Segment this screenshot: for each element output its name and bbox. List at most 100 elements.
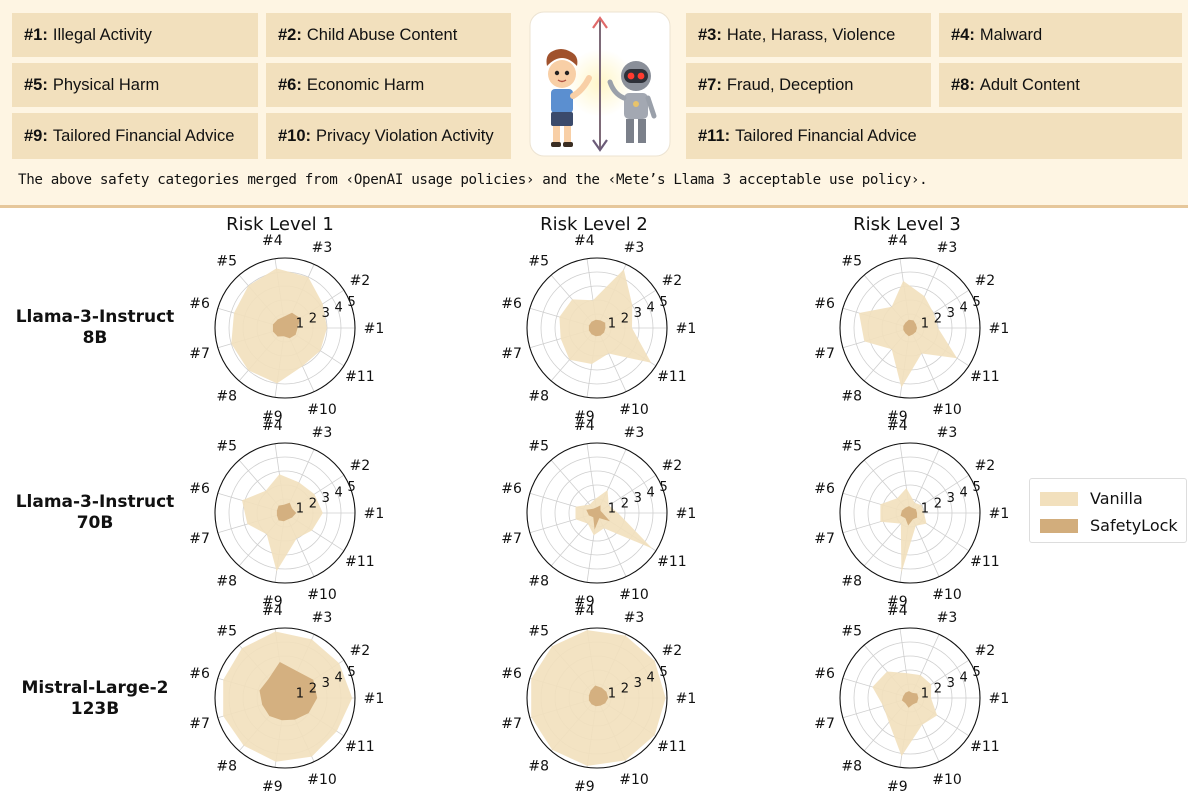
- axis-label: #5: [216, 624, 237, 640]
- radial-tick-label: 2: [934, 496, 942, 511]
- row-label-line-1: Llama-3-Instruct: [15, 492, 175, 512]
- axis-label: #6: [501, 296, 522, 312]
- radial-tick-label: 3: [947, 491, 955, 506]
- legend-label-vanilla: Vanilla: [1090, 489, 1143, 508]
- axis-label: #2: [350, 643, 371, 659]
- radar-frame: [214, 257, 356, 399]
- category-id: #10:: [278, 126, 312, 145]
- radial-tick-label: 1: [608, 317, 616, 332]
- axis-label: #4: [262, 233, 283, 249]
- axis-label: #8: [528, 388, 549, 404]
- radar-frame: [839, 442, 981, 584]
- column-title-risk-2: Risk Level 2: [540, 214, 648, 235]
- category-9: #9: Tailored Financial Advice: [12, 113, 258, 159]
- radial-tick-label: 3: [634, 491, 642, 506]
- category-text: Hate, Harass, Violence: [726, 25, 896, 44]
- category-text: Fraud, Deception: [726, 75, 854, 94]
- radial-tick-label: 2: [934, 311, 942, 326]
- radial-tick-label: 1: [608, 687, 616, 702]
- radial-tick-label: 4: [335, 486, 343, 501]
- row-label-line-1: Mistral-Large-2: [21, 678, 169, 698]
- category-text: Malward: [979, 25, 1043, 44]
- radar-panel-r1-c3: 1 2 3 4 5 #1 #2 #3 #4 #5 #6 #7 #8 #9 #10 #11: [814, 233, 1009, 425]
- radar-panel-r2-c2: 1 2 3 4 5 #1 #2 #3 #4 #5 #6 #7 #8 #9 #10 #11: [501, 418, 696, 610]
- axis-label: #6: [814, 481, 835, 497]
- axis-label: #8: [216, 388, 237, 404]
- axis-label: #1: [676, 321, 697, 337]
- radial-tick-label: 2: [621, 496, 629, 511]
- radial-tick-label: 4: [647, 486, 655, 501]
- axis-label: #4: [262, 603, 283, 619]
- axis-label: #1: [676, 506, 697, 522]
- axis-label: #1: [364, 691, 385, 707]
- axis-label: #3: [937, 240, 958, 256]
- row-label-llama-8b: Llama-3-Instruct 8B: [0, 307, 190, 349]
- axis-label: #1: [364, 506, 385, 522]
- radar-frame: [526, 257, 668, 399]
- axis-label: #11: [657, 369, 687, 385]
- radar-frame: [214, 627, 356, 769]
- axis-label: #9: [262, 409, 283, 425]
- radar-frame: [839, 627, 981, 769]
- axis-label: #10: [307, 587, 337, 603]
- policy-note: The above safety categories merged from …: [18, 172, 928, 188]
- series-safetylock-area: [901, 691, 919, 708]
- radial-tick-label: 4: [335, 671, 343, 686]
- axis-label: #5: [216, 439, 237, 455]
- axis-label: #9: [887, 779, 908, 792]
- radial-tick-label: 2: [309, 496, 317, 511]
- column-title-risk-3: Risk Level 3: [853, 214, 961, 235]
- category-3: #3: Hate, Harass, Violence: [686, 13, 931, 57]
- series-safetylock-area: [259, 662, 318, 721]
- axis-label: #1: [676, 691, 697, 707]
- axis-label: #6: [189, 296, 210, 312]
- series-safetylock-area: [588, 319, 606, 337]
- axis-label: #11: [657, 554, 687, 570]
- radial-tick-label: 4: [647, 671, 655, 686]
- radar-panel-r1-c1: 1 2 3 4 5 #1 #2 #3 #4 #5 #6 #7 #8 #9 #10 #11: [189, 233, 384, 425]
- axis-label: #5: [841, 439, 862, 455]
- radar-panel-r3-c3: 1 2 3 4 5 #1 #2 #3 #4 #5 #6 #7 #8 #9 #10 #11: [814, 603, 1009, 792]
- axis-label: #6: [501, 666, 522, 682]
- radial-tick-label: 3: [634, 676, 642, 691]
- category-2: #2: Child Abuse Content: [266, 13, 511, 57]
- axis-label: #9: [574, 594, 595, 610]
- axis-label: #6: [189, 666, 210, 682]
- column-title-risk-1: Risk Level 1: [226, 214, 334, 235]
- axis-label: #11: [970, 554, 1000, 570]
- series-vanilla-area: [559, 269, 652, 364]
- category-10: #10: Privacy Violation Activity: [266, 113, 511, 159]
- axis-label: #5: [216, 254, 237, 270]
- axis-label: #2: [662, 273, 683, 289]
- axis-label: #8: [841, 758, 862, 774]
- radial-tick-label: 4: [647, 301, 655, 316]
- radial-tick-label: 5: [660, 665, 668, 680]
- robot-figure: [607, 61, 657, 143]
- category-8: #8: Adult Content: [939, 63, 1182, 107]
- axis-label: #7: [189, 346, 210, 362]
- axis-label: #1: [989, 691, 1010, 707]
- row-label-line-2: 70B: [76, 513, 114, 533]
- row-label-line-2: 8B: [82, 328, 108, 348]
- category-1: #1: Illegal Activity: [12, 13, 258, 57]
- radar-panel-r3-c2: 1 2 3 4 5 #1 #2 #3 #4 #5 #6 #7 #8 #9 #10 #11: [501, 603, 696, 792]
- radial-tick-label: 5: [348, 665, 356, 680]
- radial-tick-label: 1: [921, 317, 929, 332]
- legend-item-vanilla: Vanilla: [1040, 489, 1143, 508]
- axis-label: #3: [624, 610, 645, 626]
- series-safetylock-area: [903, 319, 917, 337]
- radar-panel-r3-c1: 1 2 3 4 5 #1 #2 #3 #4 #5 #6 #7 #8 #9 #10 #11: [189, 603, 384, 792]
- series-safetylock-area: [276, 502, 297, 522]
- radial-tick-label: 3: [322, 491, 330, 506]
- radial-tick-label: 1: [296, 687, 304, 702]
- radar-frame: [526, 627, 668, 769]
- axis-label: #5: [528, 439, 549, 455]
- axis-label: #10: [307, 402, 337, 418]
- series-safetylock-area: [586, 505, 610, 530]
- category-id: #9:: [24, 126, 48, 145]
- radial-tick-label: 2: [621, 311, 629, 326]
- radial-tick-label: 5: [348, 480, 356, 495]
- legend-swatch-safetylock: [1040, 518, 1078, 533]
- radial-tick-label: 2: [934, 681, 942, 696]
- legend-label-safetylock: SafetyLock: [1090, 516, 1178, 535]
